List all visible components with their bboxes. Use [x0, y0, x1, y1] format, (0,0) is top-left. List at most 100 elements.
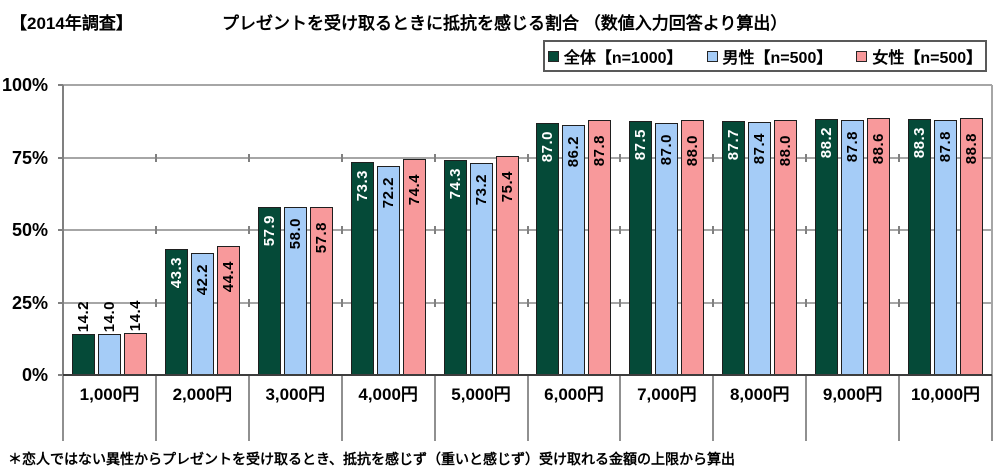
y-axis-label: 50%: [11, 220, 48, 240]
bar-series-1: 87.0: [536, 122, 560, 375]
bar-series-2: 72.2: [376, 165, 400, 375]
gridline-tick: [805, 226, 808, 234]
legend: 全体【n=1000】 男性【n=500】 女性【n=500】: [543, 40, 987, 72]
category-label: 6,000円: [544, 385, 604, 404]
bar-group: 43.3 42.2 44.4: [156, 85, 249, 375]
gridline-tick: [433, 298, 436, 307]
category-separator: [712, 375, 715, 441]
gridline-tick: [805, 153, 808, 162]
bar-value-label: 87.8: [591, 135, 609, 167]
bar-series-3: 88.8: [960, 117, 984, 375]
bar-value-label: 43.3: [167, 257, 185, 289]
bar-value-label: 87.0: [539, 130, 557, 162]
gridline-tick: [340, 226, 343, 234]
category-separator: [526, 375, 529, 441]
bar-value-label: 58.0: [286, 217, 304, 250]
bar-group: 74.3 73.2 75.4: [435, 85, 528, 375]
gridline-tick: [619, 298, 622, 307]
y-axis-label: 75%: [11, 147, 48, 168]
gridline-tick: [247, 153, 250, 162]
gridline-tick: [805, 298, 808, 307]
bar-series-2: 42.2: [190, 252, 214, 375]
category-separator: [619, 375, 622, 441]
bar-series-1: 87.5: [629, 121, 653, 375]
category-separator: [991, 375, 993, 441]
gridline-tick: [898, 298, 901, 307]
legend-label: 全体【n=1000】: [563, 50, 683, 67]
gridline-tick: [154, 226, 157, 234]
gridline-tick: [247, 226, 250, 234]
bar-series-1: 14.2: [71, 301, 95, 375]
legend-item: 男性【n=500】: [706, 44, 832, 68]
bar-series-3: 57.8: [309, 207, 333, 375]
y-axis-label: 100%: [1, 75, 48, 95]
bar-series-2: 87.8: [934, 120, 958, 375]
x-axis-line: [63, 374, 992, 376]
gridline-tick: [619, 153, 622, 162]
bar-series-3: 44.4: [216, 246, 240, 375]
bar-series-2: 86.2: [562, 125, 586, 375]
gridline-tick: [526, 153, 529, 162]
bar-group: 88.3 87.8 88.8: [899, 85, 992, 375]
category-label: 2,000円: [172, 385, 233, 404]
gridline-tick: [340, 153, 343, 162]
category-label: 7,000円: [637, 385, 697, 404]
bar-series-1: 88.2: [815, 119, 839, 375]
bar-series-1: 87.7: [722, 120, 746, 375]
bar-value-label: 72.2: [379, 176, 397, 208]
bar-series-3: 88.6: [867, 118, 891, 375]
bar-value-label: 75.4: [498, 171, 516, 203]
bar-group: 87.7 87.4 88.0: [713, 85, 806, 375]
category-label: 5,000円: [451, 385, 511, 404]
bar-value-label: 42.2: [193, 263, 211, 295]
bar-series-3: 88.0: [774, 119, 798, 375]
category-label: 8,000円: [729, 385, 790, 404]
bar-value-label: 86.2: [565, 136, 583, 168]
category-separator: [805, 375, 808, 441]
bar-value-label: 73.2: [472, 173, 490, 205]
bar-group: 87.0 86.2 87.8: [528, 85, 621, 375]
bar-series-2: 73.2: [469, 162, 493, 375]
footnote: ＊恋人ではない異性からプレゼントを受け取るとき、抵抗を感じず（重いと感じず）受け…: [8, 451, 736, 467]
bar-value-label: 87.7: [725, 128, 743, 160]
y-axis-tick: [58, 301, 63, 304]
bar-series-2: 14.0: [97, 301, 121, 375]
legend-label: 女性【n=500】: [872, 50, 983, 67]
legend-item: 女性【n=500】: [856, 44, 982, 68]
bar-group: 14.2 14.0 14.4: [63, 85, 156, 375]
category-label: 4,000円: [358, 385, 418, 404]
gridline-tick: [526, 226, 529, 234]
y-axis-line: [62, 85, 64, 375]
legend-swatch-icon: [547, 50, 559, 62]
category-label: 3,000円: [265, 385, 326, 404]
y-axis-tick: [58, 84, 63, 86]
y-axis-tick: [58, 229, 63, 231]
bar-value-label: 74.4: [405, 174, 423, 206]
bar-series-3: 87.8: [588, 120, 612, 375]
bar-series-3: 75.4: [495, 156, 519, 375]
gridline-tick: [712, 298, 715, 307]
chart-title: プレゼントを受け取るときに抵抗を感じる割合 （数値入力回答より算出）: [222, 14, 788, 33]
bar-value-label: 88.0: [777, 134, 795, 167]
category-separator: [340, 375, 343, 441]
legend-item: 全体【n=1000】: [547, 44, 683, 68]
bar-value-label: 57.9: [260, 215, 278, 247]
bar-value-label: 88.6: [870, 133, 888, 165]
bar-series-3: 88.0: [681, 119, 705, 375]
gridline-tick: [154, 298, 157, 307]
bar-value-label: 57.8: [312, 222, 330, 254]
bar-value-label: 14.4: [126, 300, 144, 332]
y-axis-label: 0%: [21, 365, 48, 385]
bar-series-1: 57.9: [257, 207, 281, 375]
category-separator: [433, 375, 436, 441]
gridline-tick: [340, 298, 343, 307]
bar-series-2: 58.0: [283, 206, 307, 375]
category-separator: [154, 375, 157, 441]
category-separator: [247, 375, 250, 441]
bar-value-label: 87.5: [632, 129, 650, 161]
bar-value-label: 74.3: [446, 167, 464, 199]
bar-series-1: 74.3: [443, 159, 467, 375]
bar-group: 73.3 72.2 74.4: [342, 85, 435, 375]
